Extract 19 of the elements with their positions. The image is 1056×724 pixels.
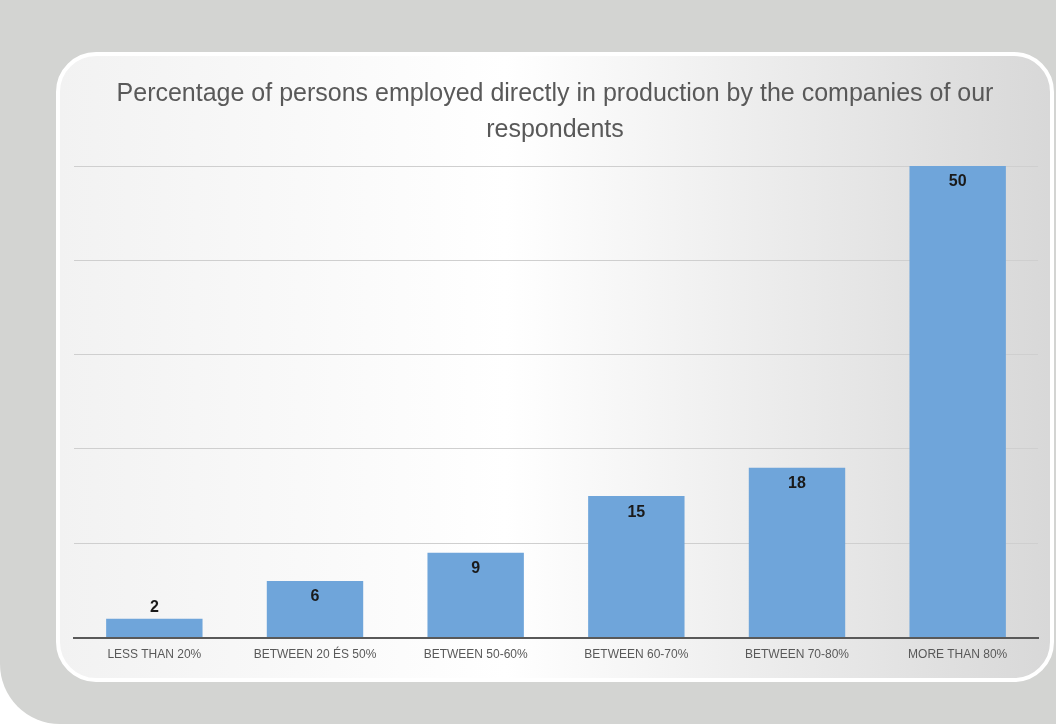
bar bbox=[266, 581, 364, 638]
x-tick-label: BETWEEN 50-60% bbox=[423, 647, 529, 662]
bar bbox=[909, 166, 1006, 638]
bar bbox=[748, 467, 846, 638]
data-label: 15 bbox=[627, 502, 646, 520]
data-label: 50 bbox=[948, 172, 967, 190]
x-tick-label: BETWEEN 20 ÉS 50% bbox=[253, 646, 377, 662]
bar bbox=[106, 618, 203, 638]
x-tick-label: BETWEEN 60-70% bbox=[584, 647, 689, 662]
chart-title: Percentage of persons employed directly in production by the companies of our respondents bbox=[115, 77, 995, 144]
data-label: 9 bbox=[471, 559, 481, 577]
data-label: 6 bbox=[310, 587, 320, 605]
x-tick-label: BETWEEN 70-80% bbox=[744, 647, 850, 662]
bar bbox=[588, 496, 685, 638]
data-label: 2 bbox=[149, 598, 159, 616]
x-tick-label: LESS THAN 20% bbox=[107, 647, 202, 662]
bar bbox=[427, 552, 524, 638]
data-label: 18 bbox=[788, 474, 806, 492]
x-tick-label: MORE THAN 80% bbox=[908, 647, 1008, 662]
